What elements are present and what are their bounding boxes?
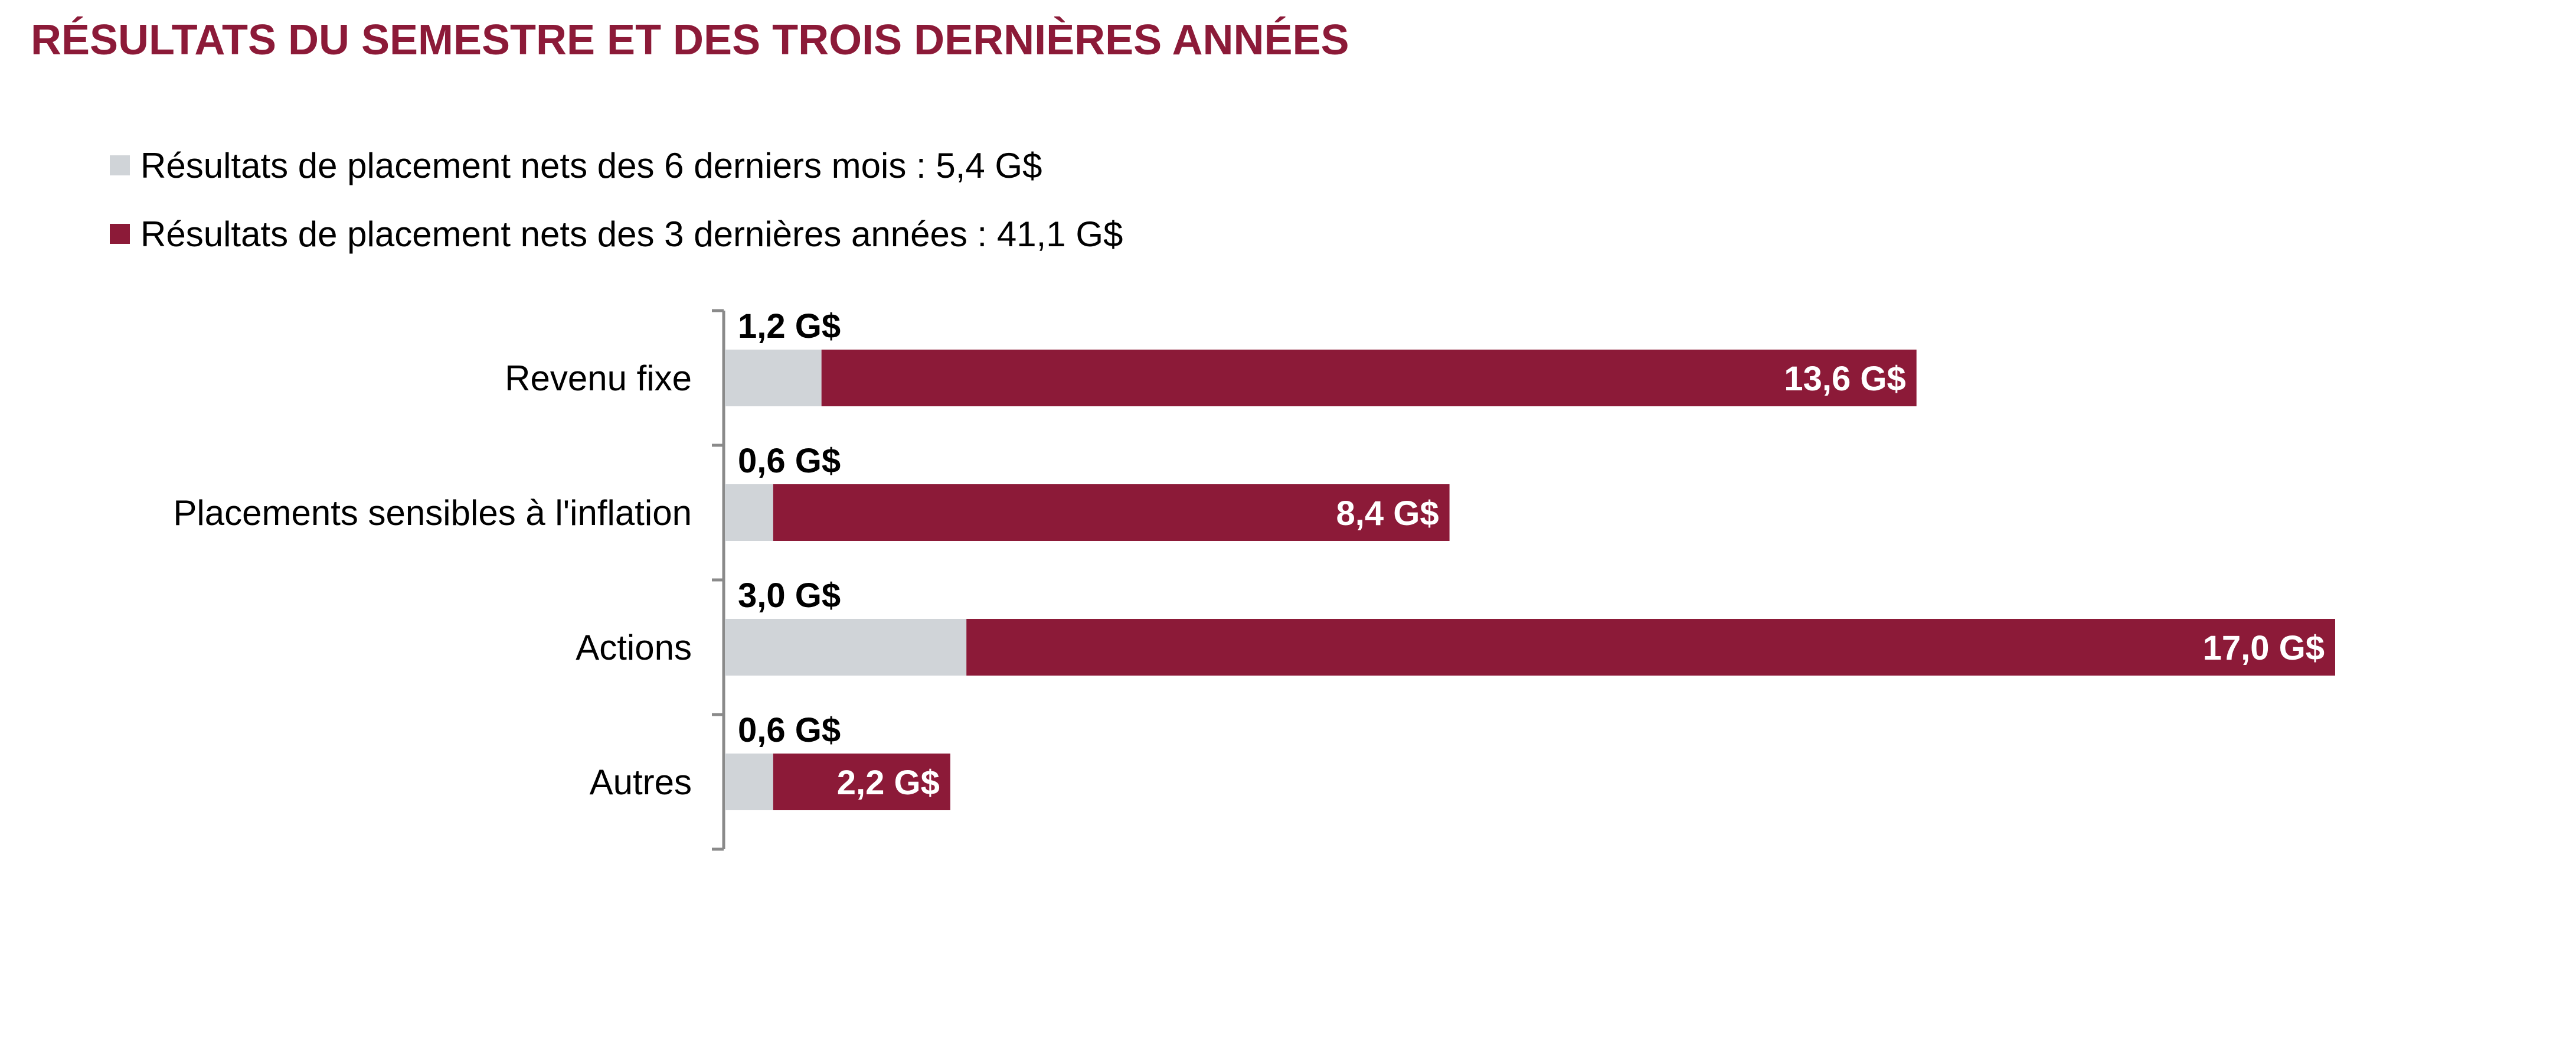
category-label: Placements sensibles à l'inflation	[173, 493, 692, 533]
data-label-three-years: 13,6 G$	[1784, 360, 1905, 398]
legend-swatch-three-years	[110, 224, 130, 244]
legend-label-semester: Résultats de placement nets des 6 dernie…	[140, 145, 1042, 185]
bar-semester	[725, 350, 822, 406]
bar-three-years	[966, 619, 2335, 676]
bar-semester	[725, 484, 773, 541]
data-label-semester: 3,0 G$	[738, 576, 841, 615]
bar-three-years	[773, 754, 950, 810]
bar-semester	[725, 754, 773, 810]
legend-label-three-years: Résultats de placement nets des 3 derniè…	[140, 214, 1123, 254]
data-label-semester: 1,2 G$	[738, 307, 841, 345]
category-label: Actions	[576, 628, 692, 667]
data-label-three-years: 8,4 G$	[1336, 494, 1439, 533]
data-label-three-years: 17,0 G$	[2203, 629, 2325, 667]
data-label-three-years: 2,2 G$	[837, 764, 940, 802]
data-label-semester: 0,6 G$	[738, 442, 841, 480]
bar-semester	[725, 619, 967, 676]
data-label-semester: 0,6 G$	[738, 711, 841, 749]
chart-title: RÉSULTATS DU SEMESTRE ET DES TROIS DERNI…	[31, 17, 1349, 64]
legend-swatch-semester	[110, 155, 130, 175]
legend: Résultats de placement nets des 6 dernie…	[110, 141, 1123, 278]
category-label: Revenu fixe	[505, 358, 692, 398]
bar-three-years	[821, 350, 1917, 406]
category-label: Autres	[590, 762, 692, 802]
legend-item-three-years: Résultats de placement nets des 3 derniè…	[110, 209, 1123, 259]
bar-three-years	[773, 484, 1450, 541]
legend-item-semester: Résultats de placement nets des 6 dernie…	[110, 141, 1123, 190]
